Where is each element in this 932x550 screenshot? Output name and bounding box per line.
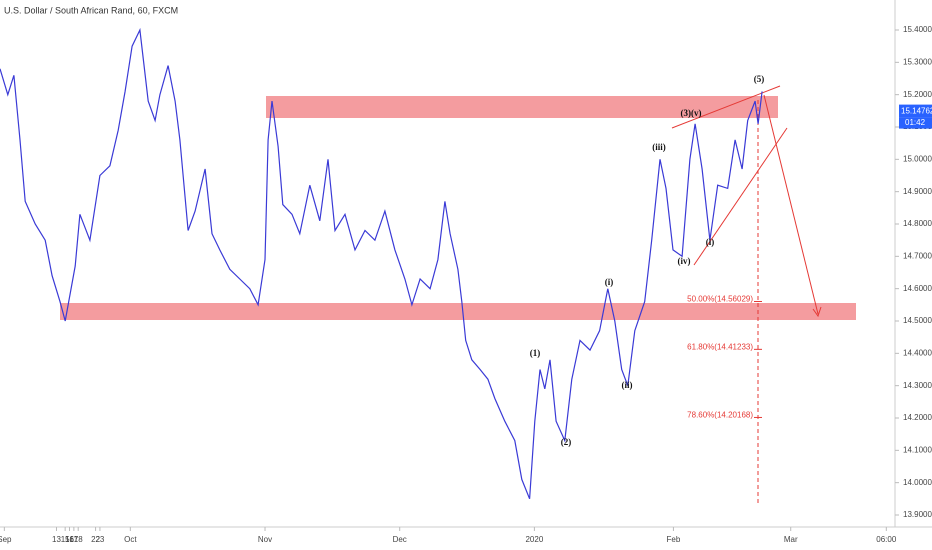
x-tick-label: Dec	[393, 535, 407, 544]
trendline-lower	[693, 127, 788, 266]
wave-label: (i)	[706, 237, 715, 247]
chart-title: U.S. Dollar / South African Rand, 60, FX…	[4, 5, 178, 15]
y-tick-label: 14.60000	[903, 284, 932, 293]
x-tick-label: 22	[91, 535, 100, 544]
price-tag-label: 15.14762	[901, 107, 932, 116]
fib-label: 50.00%(14.56029)	[687, 295, 753, 304]
x-tick-label: 17	[69, 535, 78, 544]
x-tick-label: Feb	[667, 535, 681, 544]
y-tick-label: 14.90000	[903, 187, 932, 196]
y-tick-label: 14.40000	[903, 348, 932, 357]
x-tick-label: 06:00	[876, 535, 897, 544]
price-line	[0, 27, 763, 500]
wave-label: (iv)	[678, 256, 691, 266]
x-tick-label: 2020	[525, 535, 543, 544]
wave-label: (i)	[605, 277, 614, 287]
y-tick-label: 14.70000	[903, 251, 932, 260]
y-tick-label: 15.20000	[903, 90, 932, 99]
countdown-tag	[899, 117, 932, 129]
resistance-zone	[266, 96, 778, 118]
y-tick-label: 14.80000	[903, 219, 932, 228]
y-tick-label: 14.00000	[903, 478, 932, 487]
y-tick-label: 15.30000	[903, 57, 932, 66]
y-tick-label: 14.50000	[903, 316, 932, 325]
y-tick-label: 14.20000	[903, 413, 932, 422]
y-tick-label: 14.30000	[903, 381, 932, 390]
x-tick-label: 13	[52, 535, 61, 544]
wave-label: (iii)	[652, 142, 666, 152]
wave-label: (1)	[530, 348, 541, 358]
x-tick-label: 18	[74, 535, 83, 544]
fib-label: 61.80%(14.41233)	[687, 342, 753, 351]
y-tick-label: 13.90000	[903, 510, 932, 519]
arrow-head	[812, 306, 822, 318]
y-tick-label: 15.40000	[903, 25, 932, 34]
wave-label: (2)	[561, 437, 572, 447]
wave-label: (3)(v)	[681, 108, 702, 118]
wave-label: (ii)	[622, 380, 633, 390]
x-tick-label: Mar	[784, 535, 798, 544]
price-tag	[899, 104, 932, 118]
x-tick-label: 16	[65, 535, 74, 544]
x-tick-label: Sep	[0, 535, 12, 544]
countdown-label: 01:42	[905, 118, 926, 127]
x-tick-label: 15	[61, 535, 70, 544]
x-tick-label: 16	[65, 535, 74, 544]
wave-label: (5)	[754, 74, 765, 84]
x-tick-label: Nov	[258, 535, 272, 544]
x-tick-label: Oct	[124, 535, 137, 544]
y-tick-label: 14.10000	[903, 445, 932, 454]
support-zone	[60, 303, 856, 320]
x-tick-label: 23	[95, 535, 104, 544]
projection-arrow	[763, 94, 819, 315]
fib-label: 78.60%(14.20168)	[687, 411, 753, 420]
y-tick-label: 15.00000	[903, 154, 932, 163]
